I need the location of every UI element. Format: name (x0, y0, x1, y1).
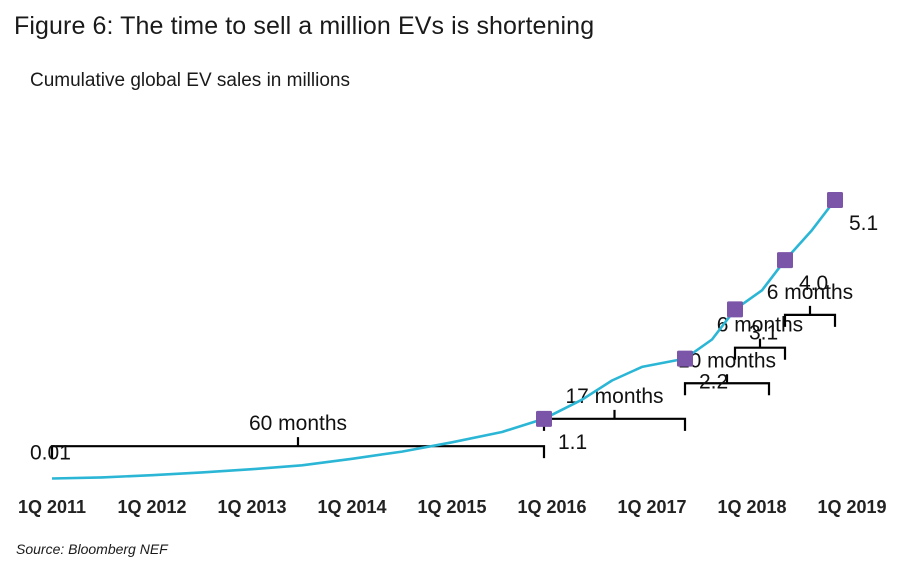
x-tick-label: 1Q 2014 (317, 497, 386, 517)
milestone-marker (677, 350, 693, 367)
series-line (51, 199, 837, 480)
x-tick-label: 1Q 2012 (117, 497, 186, 517)
milestone-label: 4.0 (799, 272, 828, 295)
line-layer (51, 199, 837, 480)
milestone-marker (536, 410, 552, 427)
milestone-label: 0.01 (30, 441, 71, 464)
x-tick-label: 1Q 2019 (817, 497, 886, 517)
brackets-layer: 60 months 17 months 10 months 6 months 6 mon… (50, 281, 853, 459)
duration-bracket (50, 437, 546, 459)
milestone-marker (777, 252, 793, 269)
x-tick-label: 1Q 2018 (717, 497, 786, 517)
duration-label: 10 months (678, 349, 776, 372)
milestone-marker (827, 192, 843, 208)
duration-label: 60 months (249, 412, 347, 435)
chart-subtitle: Cumulative global EV sales in millions (30, 70, 350, 91)
x-tick-label: 1Q 2011 (18, 497, 86, 517)
duration-bracket (542, 409, 687, 431)
duration-bracket (733, 338, 787, 360)
x-tick-label: 1Q 2017 (617, 497, 686, 517)
duration-label: 6 months (717, 314, 803, 337)
x-axis: 1Q 2011 1Q 2012 1Q 2013 1Q 2014 1Q 2015 1Q 20… (18, 497, 887, 517)
x-tick-label: 1Q 2016 (517, 497, 586, 517)
duration-bracket (683, 374, 771, 396)
milestone-label: 1.1 (558, 431, 587, 454)
duration-label: 17 months (565, 385, 663, 408)
milestone-marker (727, 301, 743, 318)
x-tick-label: 1Q 2013 (217, 497, 286, 517)
duration-label: 6 months (767, 281, 853, 304)
chart-title: Figure 6: The time to sell a million EVs… (14, 12, 595, 40)
milestone-label: 5.1 (849, 212, 878, 235)
milestone-label: 3.1 (749, 321, 778, 344)
markers-layer: 0.01 1.1 2.2 3.1 4.0 5.1 (30, 192, 878, 464)
milestone-label: 2.2 (699, 371, 728, 394)
x-tick-label: 1Q 2015 (417, 497, 486, 517)
source-note: Source: Bloomberg NEF (16, 541, 168, 557)
duration-bracket (783, 305, 837, 327)
